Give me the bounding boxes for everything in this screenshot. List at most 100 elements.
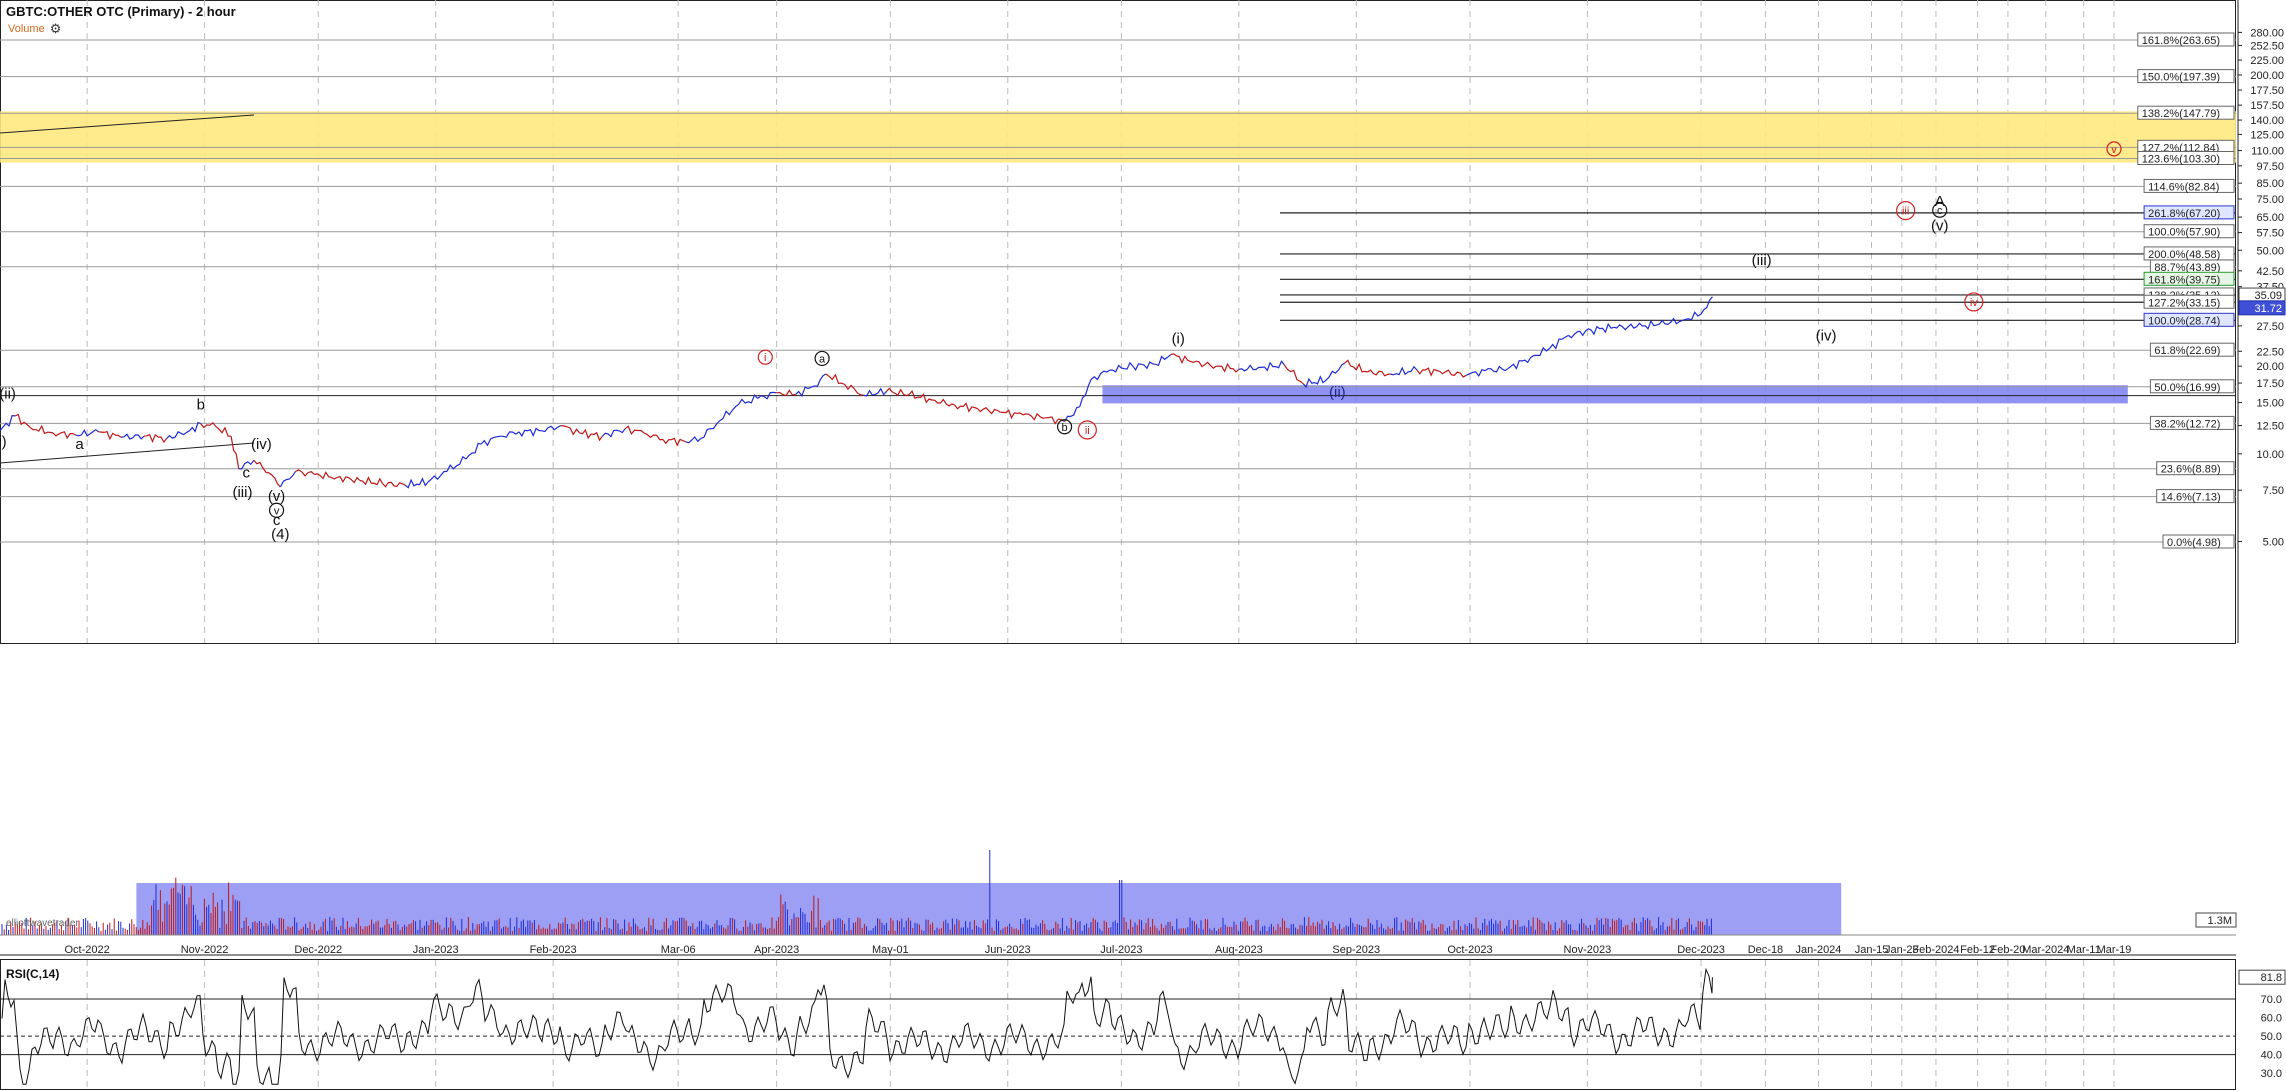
- price-segment: [1530, 346, 1550, 359]
- price-tick-label: 27.50: [2256, 321, 2284, 333]
- price-segment: [268, 472, 281, 488]
- price-panel-frame: [0, 0, 2236, 644]
- fib-label: 23.6%(8.89): [2161, 464, 2221, 476]
- price-segment: [14, 413, 31, 429]
- price-series: [0, 296, 1713, 489]
- time-tick-label: Feb-2023: [530, 944, 577, 956]
- volume-axis-label: 1.3M: [2208, 915, 2232, 927]
- fib-label: 150.0%(197.39): [2142, 72, 2220, 84]
- time-tick-label: Mar-06: [661, 944, 696, 956]
- wave-label: i: [764, 352, 766, 364]
- wave-labels: (i)(ii)ab(iv)c(iii)(v)vc(4)iabii(i)(ii)(…: [0, 141, 2122, 543]
- ext-label: 127.2%(33.15): [2148, 297, 2220, 309]
- wave-label: (iii): [232, 484, 252, 501]
- rsi-tick-label: 70.0: [2261, 994, 2282, 1006]
- price-segment: [541, 425, 561, 433]
- price-segment: [1344, 359, 1368, 373]
- price-segment: [500, 431, 520, 438]
- price-segment: [931, 398, 955, 407]
- chart-title: GBTC:OTHER OTC (Primary) - 2 hour: [6, 4, 236, 19]
- fib-label-box: [2156, 489, 2235, 504]
- time-tick-label: Feb-2024: [1912, 944, 1959, 956]
- price-segment: [446, 455, 467, 472]
- time-tick-label: Mar-2024: [2022, 944, 2069, 956]
- price-segment: [1507, 357, 1532, 370]
- price-segment: [1484, 365, 1509, 373]
- price-tick-label: 50.00: [2256, 245, 2284, 257]
- rsi-line: [1, 967, 1713, 1086]
- fib-label: 123.6%(103.30): [2142, 154, 2220, 166]
- wave-label-circle: [2106, 141, 2122, 157]
- price-segment: [359, 476, 384, 486]
- wave-label: a: [75, 436, 84, 453]
- wave-label: iii: [1902, 206, 1909, 218]
- fib-label: 88.7%(43.89): [2154, 262, 2220, 274]
- volume-zone: [136, 883, 1842, 935]
- wave-label-circle: [1077, 420, 1097, 440]
- time-tick-label: Nov-2022: [181, 944, 229, 956]
- price-segment: [662, 437, 686, 447]
- marker-price-label: 31.72: [2254, 303, 2282, 315]
- ext-label-box: [2143, 205, 2235, 220]
- price-tick-label: 65.00: [2256, 212, 2284, 224]
- volume-bars: [0, 850, 2236, 936]
- highlight-zones: [0, 111, 2236, 935]
- price-segment: [1090, 369, 1111, 381]
- price-segment: [1613, 323, 1637, 331]
- price-segment: [1261, 360, 1285, 372]
- last-price-label: 35.09: [2254, 290, 2282, 302]
- price-segment: [1000, 409, 1024, 420]
- fib-label: 38.2%(12.72): [2154, 418, 2220, 430]
- volume-label: Volume: [8, 22, 45, 35]
- marker-price-box: [2238, 300, 2286, 316]
- price-segment: [52, 431, 77, 440]
- price-segment: [738, 394, 759, 405]
- price-segment: [908, 389, 933, 404]
- wave-label-circle: [1932, 202, 1948, 218]
- price-tick-label: 17.50: [2256, 378, 2284, 390]
- price-segment: [0, 414, 16, 432]
- price-segment: [1193, 360, 1217, 369]
- price-segment: [279, 471, 296, 488]
- wave-label: b: [197, 396, 205, 413]
- wave-label: (iii): [1752, 252, 1772, 269]
- price-tick-label: 7.50: [2263, 485, 2284, 497]
- price-tick-label: 125.00: [2250, 129, 2284, 141]
- price-tick-label: 225.00: [2250, 55, 2284, 67]
- price-segment: [405, 477, 429, 489]
- price-segment: [295, 469, 315, 477]
- wave-label: ii: [1085, 425, 1090, 437]
- price-segment: [1416, 367, 1440, 377]
- fib-label: 0.0%(4.98): [2167, 537, 2221, 549]
- trend-line-upper: [0, 114, 255, 134]
- support-zone: [1102, 385, 2128, 404]
- price-tick-label: 97.50: [2256, 161, 2284, 173]
- price-segment: [886, 387, 910, 397]
- price-segment: [188, 421, 202, 433]
- price-tick-label: 22.50: [2256, 346, 2284, 358]
- price-segment: [1283, 364, 1304, 385]
- price-segment: [1022, 412, 1046, 421]
- volume-indicator[interactable]: Volume ⚙: [8, 22, 61, 35]
- price-segment: [1238, 364, 1262, 372]
- price-tick-label: 57.50: [2256, 228, 2284, 240]
- rsi-current-label: 81.8: [2261, 972, 2282, 984]
- fib-label: 61.8%(22.69): [2154, 345, 2220, 357]
- gear-icon[interactable]: ⚙: [49, 21, 62, 36]
- wave-label: c: [273, 512, 281, 529]
- rsi-panel-frame: [0, 959, 2236, 1090]
- price-segment: [1658, 317, 1683, 326]
- time-tick-label: Feb-20: [1990, 944, 2025, 956]
- time-tick-label: Jan-2024: [1796, 944, 1842, 956]
- price-segment: [1549, 334, 1569, 350]
- fib-label-box: [2143, 178, 2235, 193]
- price-tick-label: 15.00: [2256, 398, 2284, 410]
- wave-label: c: [1937, 205, 1943, 217]
- rsi-tick-label: 50.0: [2261, 1031, 2282, 1043]
- price-segment: [1325, 362, 1346, 381]
- price-segment: [954, 402, 978, 413]
- time-tick-label: May-01: [872, 944, 909, 956]
- price-segment: [1302, 375, 1327, 389]
- fib-level-lines: 161.8%(263.65) 150.0%(197.39) 138.2%(147.7…: [0, 32, 2236, 549]
